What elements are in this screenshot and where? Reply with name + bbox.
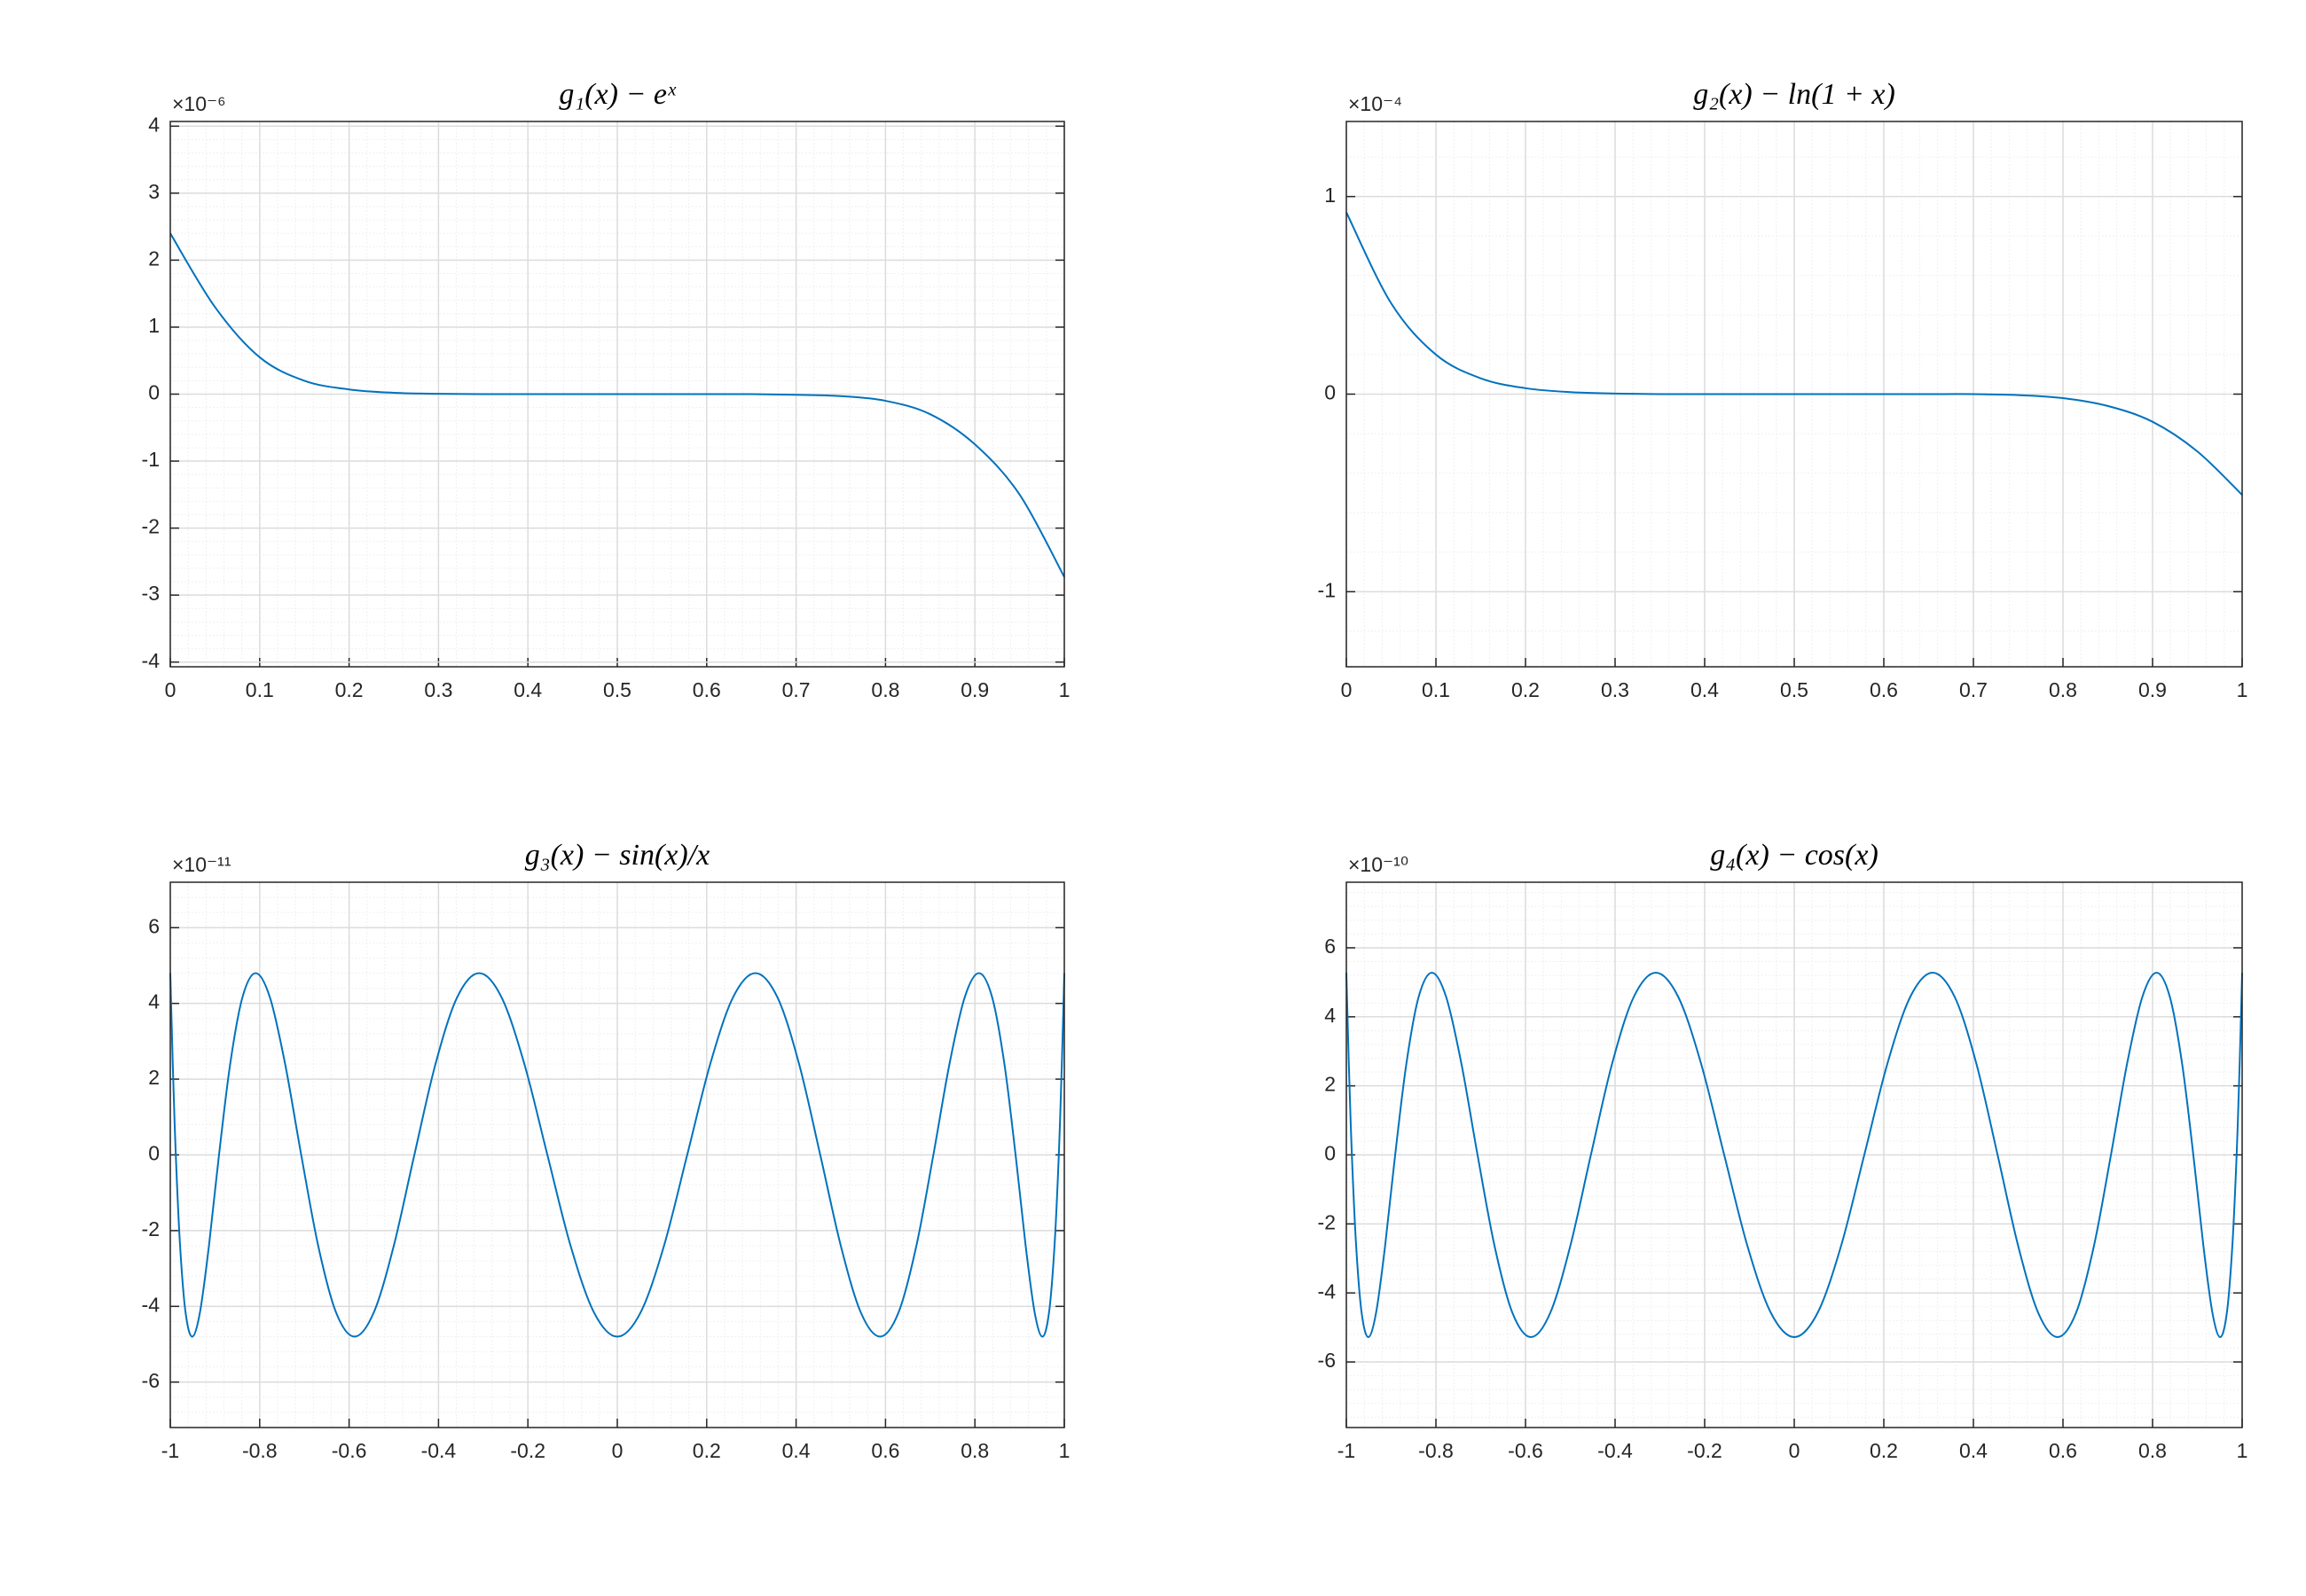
x-tick-label: 1 bbox=[2237, 1439, 2248, 1462]
x-tick-label: 0 bbox=[612, 1439, 624, 1462]
y-tick-label: -2 bbox=[1318, 1210, 1336, 1233]
y-tick-label: -4 bbox=[142, 649, 161, 672]
y-tick-label: 4 bbox=[148, 113, 160, 136]
x-tick-label: -0.8 bbox=[1418, 1439, 1454, 1462]
y-tick-label: 2 bbox=[1324, 1073, 1336, 1096]
subplot: 0 0.1 0.2 0.3 0.4 0.5 0.6 0.7 0.8 0.9 1 -1 0 1 ×10⁻⁴ g₂… bbox=[1318, 78, 2248, 701]
x-tick-label: 1 bbox=[1059, 678, 1071, 701]
axes-box bbox=[169, 121, 1065, 668]
x-tick-label: 0.8 bbox=[2138, 1439, 2167, 1462]
y-tick-label: 0 bbox=[148, 381, 160, 404]
y-tick-label: 4 bbox=[1324, 1004, 1336, 1027]
x-tick-label: 0.8 bbox=[2049, 678, 2077, 701]
x-tick-label: 0.6 bbox=[693, 678, 721, 701]
x-tick-label: 1 bbox=[2237, 678, 2248, 701]
x-tick-label: 0.6 bbox=[2049, 1439, 2077, 1462]
x-tick-label: 0.2 bbox=[1870, 1439, 1898, 1462]
x-tick-label: -1 bbox=[1337, 1439, 1355, 1462]
y-tick-label: 1 bbox=[148, 314, 160, 337]
chart-title: g₄(x) − cos(x) bbox=[1710, 839, 1879, 872]
x-tick-label: 0.8 bbox=[871, 678, 899, 701]
y-tick-label: 2 bbox=[148, 1066, 160, 1089]
x-tick-label: 0.7 bbox=[1959, 678, 1988, 701]
x-tick-label: 0.9 bbox=[961, 678, 989, 701]
y-tick-label: -1 bbox=[142, 448, 160, 471]
y-tick-label: 0 bbox=[1324, 1142, 1336, 1165]
y-tick-label: 4 bbox=[148, 990, 160, 1013]
data-line bbox=[1345, 212, 2243, 496]
axes-box bbox=[1345, 881, 2243, 1428]
subplot: -1 -0.8 -0.6 -0.4 -0.2 0 0.2 0.4 0.6 0.8 1 -6 -4 -2 0 2… bbox=[142, 839, 1071, 1462]
x-tick-label: 0.6 bbox=[1870, 678, 1898, 701]
axes-box bbox=[1345, 121, 2243, 668]
x-tick-label: 0.3 bbox=[1601, 678, 1629, 701]
x-tick-label: 0 bbox=[165, 678, 176, 701]
data-line bbox=[169, 232, 1065, 578]
y-tick-label: -6 bbox=[1318, 1349, 1336, 1372]
y-tick-label: 1 bbox=[1324, 184, 1336, 207]
x-tick-label: 0.6 bbox=[871, 1439, 899, 1462]
y-tick-label: -1 bbox=[1318, 578, 1336, 601]
chart-title: g₃(x) − sin(x)/x bbox=[525, 839, 710, 872]
y-exponent: ×10⁻⁴ bbox=[1348, 92, 1402, 115]
x-tick-label: 0 bbox=[1341, 678, 1353, 701]
y-tick-label: -2 bbox=[142, 515, 160, 538]
x-tick-label: 0.2 bbox=[1511, 678, 1540, 701]
x-tick-label: 0.5 bbox=[1780, 678, 1808, 701]
x-tick-label: 0.7 bbox=[782, 678, 811, 701]
x-tick-label: 0.4 bbox=[782, 1439, 811, 1462]
x-tick-label: 0.3 bbox=[424, 678, 452, 701]
y-tick-label: -3 bbox=[142, 582, 160, 605]
chart-title: g₁(x) − eˣ bbox=[559, 78, 677, 111]
x-tick-label: -0.2 bbox=[510, 1439, 545, 1462]
y-tick-label: -2 bbox=[142, 1217, 160, 1240]
x-tick-label: 0.1 bbox=[1422, 678, 1450, 701]
x-tick-label: 0.4 bbox=[514, 678, 542, 701]
x-tick-label: -0.6 bbox=[332, 1439, 367, 1462]
x-tick-label: -0.6 bbox=[1508, 1439, 1543, 1462]
y-exponent: ×10⁻¹¹ bbox=[172, 853, 231, 876]
x-tick-label: 0.9 bbox=[2138, 678, 2167, 701]
x-tick-label: 0.4 bbox=[1959, 1439, 1988, 1462]
y-tick-label: 2 bbox=[148, 246, 160, 270]
y-exponent: ×10⁻¹⁰ bbox=[1348, 853, 1408, 876]
y-tick-label: 0 bbox=[1324, 381, 1336, 404]
y-exponent: ×10⁻⁶ bbox=[172, 92, 226, 115]
data-line bbox=[169, 972, 1065, 1338]
y-tick-label: -4 bbox=[1318, 1279, 1337, 1303]
y-tick-label: -4 bbox=[142, 1293, 161, 1316]
x-tick-label: -1 bbox=[161, 1439, 179, 1462]
x-tick-label: -0.4 bbox=[421, 1439, 457, 1462]
x-tick-label: -0.8 bbox=[242, 1439, 278, 1462]
y-tick-label: 0 bbox=[148, 1142, 160, 1165]
data-line bbox=[1345, 971, 2243, 1339]
subplot: 0 0.1 0.2 0.3 0.4 0.5 0.6 0.7 0.8 0.9 1 -4 -3 -2 -1 0 1 2… bbox=[142, 78, 1071, 701]
x-tick-label: 0.2 bbox=[335, 678, 364, 701]
y-tick-label: 6 bbox=[1324, 935, 1336, 958]
x-tick-label: 0.4 bbox=[1690, 678, 1719, 701]
x-tick-label: 1 bbox=[1059, 1439, 1071, 1462]
x-tick-label: -0.2 bbox=[1687, 1439, 1722, 1462]
x-tick-label: 0.8 bbox=[961, 1439, 989, 1462]
axes-box bbox=[169, 881, 1065, 1428]
y-tick-label: -6 bbox=[142, 1369, 160, 1392]
y-tick-label: 6 bbox=[148, 914, 160, 937]
x-tick-label: 0.1 bbox=[246, 678, 274, 701]
x-tick-label: -0.4 bbox=[1597, 1439, 1633, 1462]
subplot: -1 -0.8 -0.6 -0.4 -0.2 0 0.2 0.4 0.6 0.8 1 -6 -4 -2 0 2… bbox=[1318, 839, 2248, 1462]
x-tick-label: 0.2 bbox=[693, 1439, 721, 1462]
x-tick-label: 0 bbox=[1789, 1439, 1800, 1462]
y-tick-label: 3 bbox=[148, 180, 160, 203]
x-tick-label: 0.5 bbox=[603, 678, 631, 701]
chart-title: g₂(x) − ln(1 + x) bbox=[1693, 78, 1895, 111]
